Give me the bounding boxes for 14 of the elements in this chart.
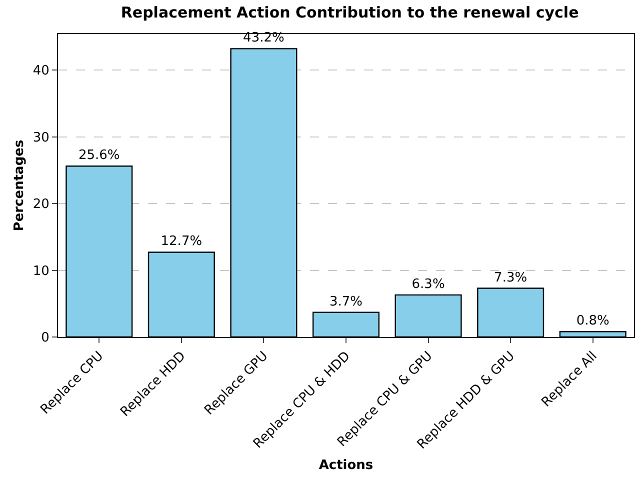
y-tick-label: 0 — [41, 330, 50, 346]
y-tick-label: 30 — [32, 130, 50, 146]
data-label: 6.3% — [412, 276, 445, 292]
y-axis-title: Percentages — [12, 140, 27, 232]
data-label: 3.7% — [329, 294, 363, 310]
data-label: 0.8% — [576, 314, 610, 329]
x-axis-title: Actions — [318, 458, 374, 473]
chart-title: Replacement Action Contribution to the renewal cycle — [120, 4, 579, 22]
data-label: 7.3% — [494, 270, 528, 286]
data-label: 12.7% — [160, 234, 202, 250]
data-label: 25.6% — [78, 148, 120, 164]
y-tick-label: 10 — [32, 264, 50, 279]
y-tick-label: 40 — [32, 64, 50, 79]
y-tick-label: 20 — [32, 197, 50, 212]
